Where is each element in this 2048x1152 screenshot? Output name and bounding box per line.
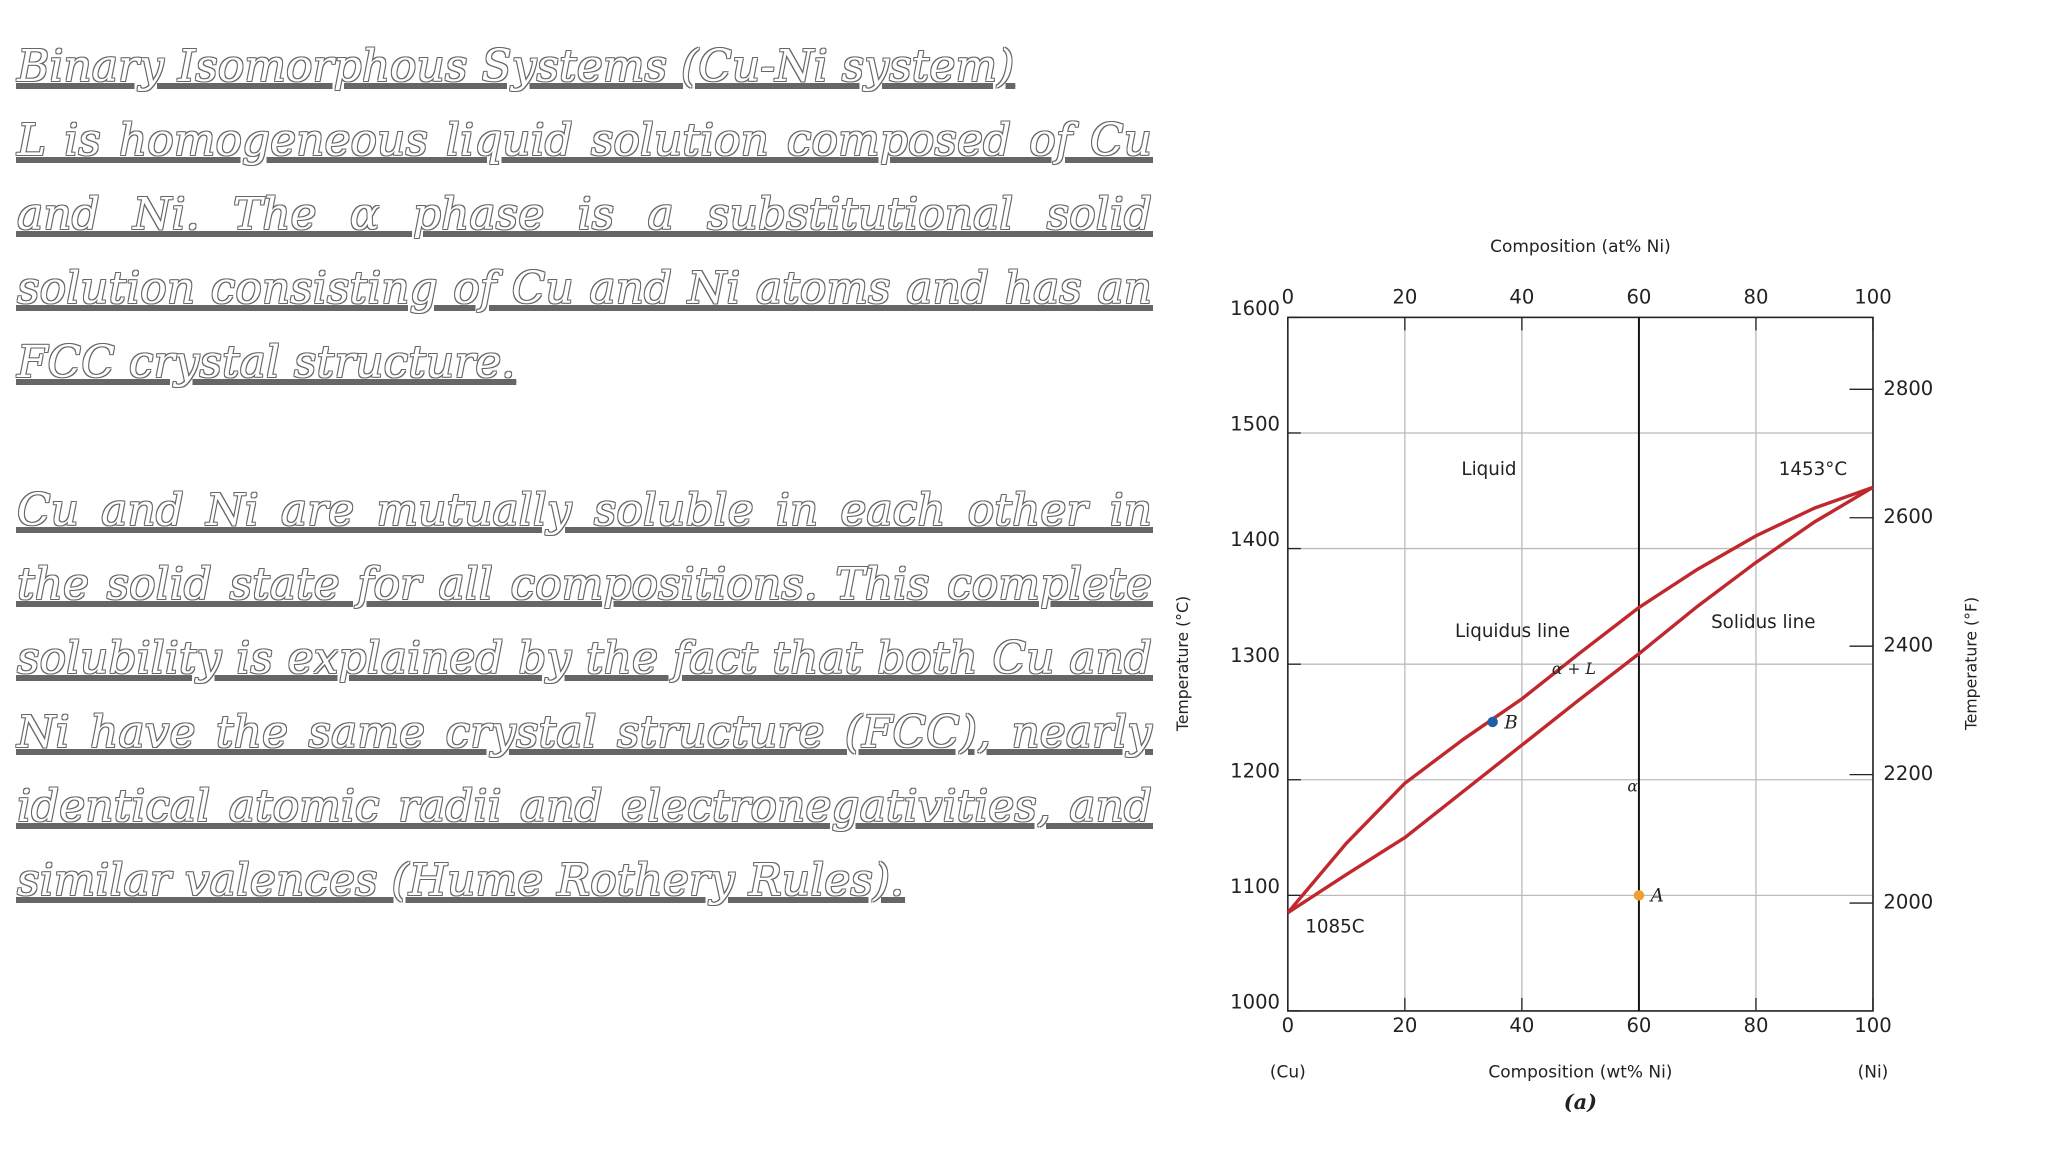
state-point [1633,890,1645,901]
x-tick-label: 40 [1509,1014,1534,1037]
x-tick-label: 80 [1743,1014,1768,1037]
paragraph: Cu and Ni are mutually soluble in each o… [17,485,1152,906]
text-block: Binary Isomorphous Systems (Cu-Ni system… [17,30,1152,918]
annotation: 1453°C [1779,459,1847,480]
x2-tick-label: 60 [1626,285,1651,308]
x-tick-label: 100 [1854,1014,1891,1037]
phase-boundary [1286,485,1874,915]
y-tick-label: 1500 [1230,413,1280,436]
x2-tick-label: 80 [1743,285,1768,308]
x-tick-label: 0 [1282,1014,1294,1037]
y-tick-label: 1000 [1230,991,1280,1014]
series-label: Solidus line [1711,612,1815,633]
x2-tick-label: 20 [1392,285,1417,308]
annotation: 1085C [1305,916,1364,937]
caption: (a) [1564,1089,1597,1114]
annotation: α [1627,777,1638,796]
slide-title: Binary Isomorphous Systems (Cu-Ni system… [17,41,1015,92]
phase-boundary [1286,485,1874,914]
x2-tick-label: 100 [1854,285,1891,308]
y2-tick-label: 2600 [1883,505,1933,528]
y2-tick-label: 2000 [1883,891,1933,914]
x2-tick-label: 0 [1282,285,1294,308]
y2-tick-label: 2800 [1883,377,1933,400]
y-tick-label: 1600 [1230,297,1280,320]
series-label: Liquidus line [1455,621,1570,642]
point-label: A [1649,886,1664,907]
x2-tick-label: 40 [1509,285,1534,308]
y2-tick-label: 2400 [1883,634,1933,657]
state-point [1487,716,1498,728]
x-right-label: (Ni) [1858,1062,1889,1082]
y-tick-label: 1400 [1230,528,1280,551]
y-tick-label: 1200 [1230,759,1280,782]
x-axis-title: Composition (wt% Ni) [1488,1062,1672,1082]
plot-frame [1287,316,1874,1012]
point-label: B [1503,712,1517,733]
paragraph: L is homogeneous liquid solution compose… [17,115,1152,388]
x-left-label: (Cu) [1270,1062,1306,1082]
x2-axis-title: Composition (at% Ni) [1490,237,1671,257]
annotation: α + L [1552,659,1596,678]
y-tick-label: 1100 [1230,875,1280,898]
x-tick-label: 60 [1626,1014,1651,1037]
y2-tick-label: 2200 [1883,762,1933,785]
y2-axis-title: Temperature (°F) [1962,597,1981,731]
y-tick-label: 1300 [1230,644,1280,667]
x-tick-label: 20 [1392,1014,1417,1037]
annotation: Liquid [1461,459,1516,480]
y-axis-title: Temperature (°C) [1173,596,1192,732]
